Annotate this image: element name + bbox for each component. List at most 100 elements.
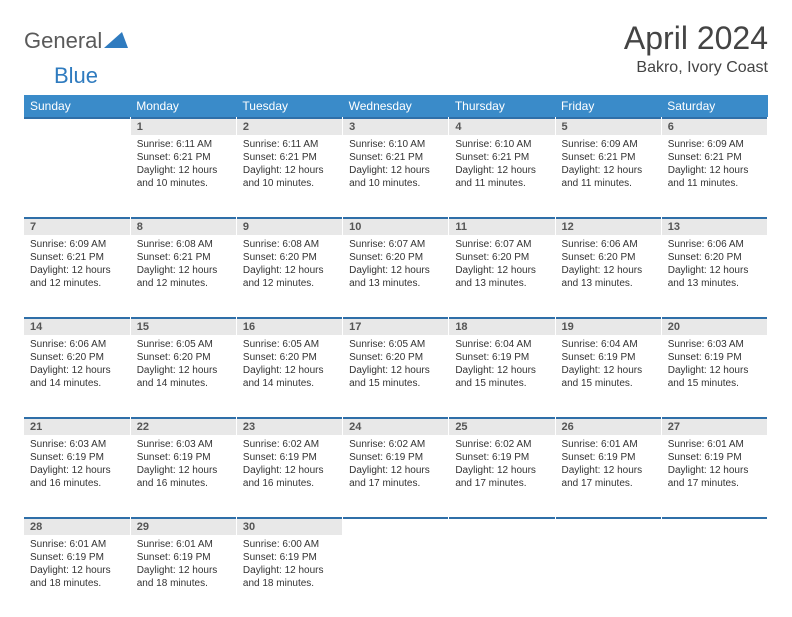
- daycontent: Sunrise: 6:04 AMSunset: 6:19 PMDaylight:…: [449, 335, 554, 396]
- sunrise-text: Sunrise: 6:07 AM: [455, 238, 548, 251]
- daylight-text: Daylight: 12 hours and 12 minutes.: [30, 264, 124, 290]
- daylight-text: Daylight: 12 hours and 18 minutes.: [30, 564, 124, 590]
- sunrise-text: Sunrise: 6:01 AM: [30, 538, 124, 551]
- daynum: 5: [556, 117, 661, 135]
- daynum: 8: [131, 217, 236, 235]
- sunset-text: Sunset: 6:21 PM: [243, 151, 336, 164]
- daylight-text: Daylight: 12 hours and 17 minutes.: [349, 464, 442, 490]
- weekday-header: Wednesday: [343, 95, 449, 117]
- sunrise-text: Sunrise: 6:03 AM: [668, 338, 761, 351]
- daynum: 10: [343, 217, 448, 235]
- logo-text-blue: Blue: [54, 63, 98, 88]
- month-title: April 2024: [624, 20, 768, 57]
- daylight-text: Daylight: 12 hours and 17 minutes.: [455, 464, 548, 490]
- sunset-text: Sunset: 6:19 PM: [243, 551, 336, 564]
- sunrise-text: Sunrise: 6:04 AM: [455, 338, 548, 351]
- daycontent: Sunrise: 6:06 AMSunset: 6:20 PMDaylight:…: [556, 235, 661, 296]
- sunrise-text: Sunrise: 6:10 AM: [455, 138, 548, 151]
- sunset-text: Sunset: 6:19 PM: [562, 451, 655, 464]
- daynum: 3: [343, 117, 448, 135]
- weekday-header: Thursday: [449, 95, 555, 117]
- daycontent: Sunrise: 6:00 AMSunset: 6:19 PMDaylight:…: [237, 535, 342, 596]
- daynum: 7: [24, 217, 130, 235]
- daycontent: Sunrise: 6:11 AMSunset: 6:21 PMDaylight:…: [131, 135, 236, 196]
- sunset-text: Sunset: 6:20 PM: [30, 351, 124, 364]
- logo-blue-wrapper: Blue: [54, 63, 114, 89]
- weekday-header: Friday: [555, 95, 661, 117]
- daycontent: Sunrise: 6:01 AMSunset: 6:19 PMDaylight:…: [556, 435, 661, 496]
- daynum: 24: [343, 417, 448, 435]
- daylight-text: Daylight: 12 hours and 16 minutes.: [137, 464, 230, 490]
- daynum: 27: [662, 417, 767, 435]
- daynum: 9: [237, 217, 342, 235]
- daynum: 17: [343, 317, 448, 335]
- sunset-text: Sunset: 6:21 PM: [30, 251, 124, 264]
- sunrise-text: Sunrise: 6:00 AM: [243, 538, 336, 551]
- weekday-header: Tuesday: [236, 95, 342, 117]
- daycontent: Sunrise: 6:03 AMSunset: 6:19 PMDaylight:…: [131, 435, 236, 496]
- sunset-text: Sunset: 6:20 PM: [243, 251, 336, 264]
- sunset-text: Sunset: 6:19 PM: [668, 351, 761, 364]
- daynum: 15: [131, 317, 236, 335]
- daylight-text: Daylight: 12 hours and 13 minutes.: [455, 264, 548, 290]
- daylight-text: Daylight: 12 hours and 14 minutes.: [137, 364, 230, 390]
- sunrise-text: Sunrise: 6:04 AM: [562, 338, 655, 351]
- location: Bakro, Ivory Coast: [624, 59, 768, 77]
- daylight-text: Daylight: 12 hours and 18 minutes.: [137, 564, 230, 590]
- daynum: 28: [24, 517, 130, 535]
- daynum: 1: [131, 117, 236, 135]
- daycontent: Sunrise: 6:10 AMSunset: 6:21 PMDaylight:…: [449, 135, 554, 196]
- sunset-text: Sunset: 6:21 PM: [137, 151, 230, 164]
- daynum: 16: [237, 317, 342, 335]
- sunset-text: Sunset: 6:19 PM: [137, 451, 230, 464]
- daylight-text: Daylight: 12 hours and 11 minutes.: [668, 164, 761, 190]
- logo-text-general: General: [24, 28, 102, 54]
- daylight-text: Daylight: 12 hours and 13 minutes.: [562, 264, 655, 290]
- daylight-text: Daylight: 12 hours and 15 minutes.: [668, 364, 761, 390]
- daylight-text: Daylight: 12 hours and 12 minutes.: [137, 264, 230, 290]
- daynum: 29: [131, 517, 236, 535]
- daynum: 26: [556, 417, 661, 435]
- week-content-row: Sunrise: 6:11 AMSunset: 6:21 PMDaylight:…: [24, 135, 768, 217]
- daylight-text: Daylight: 12 hours and 15 minutes.: [562, 364, 655, 390]
- daynum: 22: [131, 417, 236, 435]
- sunrise-text: Sunrise: 6:05 AM: [349, 338, 442, 351]
- daynum: 12: [556, 217, 661, 235]
- daynum: 2: [237, 117, 342, 135]
- daycontent: Sunrise: 6:02 AMSunset: 6:19 PMDaylight:…: [237, 435, 342, 496]
- daylight-text: Daylight: 12 hours and 11 minutes.: [562, 164, 655, 190]
- sunset-text: Sunset: 6:20 PM: [137, 351, 230, 364]
- daynum: 18: [449, 317, 554, 335]
- daycontent: Sunrise: 6:03 AMSunset: 6:19 PMDaylight:…: [24, 435, 130, 496]
- sunrise-text: Sunrise: 6:06 AM: [30, 338, 124, 351]
- daylight-text: Daylight: 12 hours and 12 minutes.: [243, 264, 336, 290]
- sunrise-text: Sunrise: 6:01 AM: [668, 438, 761, 451]
- daynum: 19: [556, 317, 661, 335]
- sunset-text: Sunset: 6:19 PM: [30, 451, 124, 464]
- sunset-text: Sunset: 6:19 PM: [30, 551, 124, 564]
- daylight-text: Daylight: 12 hours and 18 minutes.: [243, 564, 336, 590]
- daynum: 13: [662, 217, 767, 235]
- daynum: 11: [449, 217, 554, 235]
- daynum-empty: [556, 517, 661, 535]
- sunset-text: Sunset: 6:20 PM: [243, 351, 336, 364]
- weekday-header: Saturday: [661, 95, 767, 117]
- sunrise-text: Sunrise: 6:02 AM: [455, 438, 548, 451]
- weekday-header: Monday: [130, 95, 236, 117]
- week-content-row: Sunrise: 6:03 AMSunset: 6:19 PMDaylight:…: [24, 435, 768, 517]
- daycontent: Sunrise: 6:06 AMSunset: 6:20 PMDaylight:…: [662, 235, 767, 296]
- weekday-header: Sunday: [24, 95, 130, 117]
- daycontent-empty: [449, 535, 554, 544]
- sunrise-text: Sunrise: 6:07 AM: [349, 238, 442, 251]
- daylight-text: Daylight: 12 hours and 17 minutes.: [668, 464, 761, 490]
- sunset-text: Sunset: 6:19 PM: [455, 451, 548, 464]
- daycontent: Sunrise: 6:08 AMSunset: 6:20 PMDaylight:…: [237, 235, 342, 296]
- daynum-empty: [343, 517, 448, 535]
- sunrise-text: Sunrise: 6:09 AM: [668, 138, 761, 151]
- daycontent: Sunrise: 6:01 AMSunset: 6:19 PMDaylight:…: [131, 535, 236, 596]
- daycontent: Sunrise: 6:01 AMSunset: 6:19 PMDaylight:…: [662, 435, 767, 496]
- daylight-text: Daylight: 12 hours and 10 minutes.: [137, 164, 230, 190]
- sunrise-text: Sunrise: 6:09 AM: [30, 238, 124, 251]
- sunset-text: Sunset: 6:21 PM: [137, 251, 230, 264]
- sunset-text: Sunset: 6:19 PM: [243, 451, 336, 464]
